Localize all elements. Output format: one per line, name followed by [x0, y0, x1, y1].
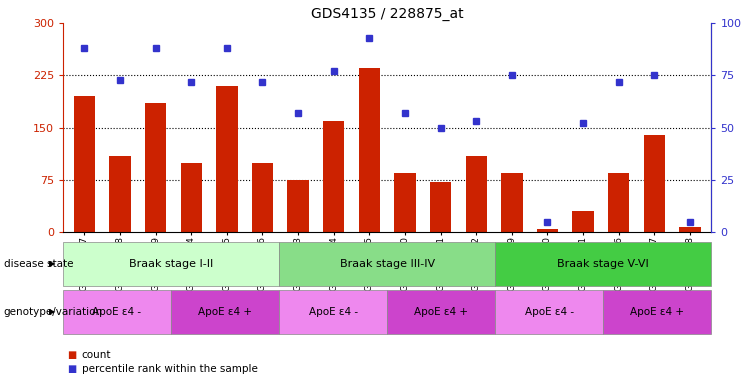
Text: ApoE ε4 +: ApoE ε4 +	[198, 307, 252, 317]
Bar	[171, 290, 279, 334]
Bar	[536, 229, 558, 232]
Bar	[252, 162, 273, 232]
Bar	[501, 173, 522, 232]
Bar	[109, 156, 130, 232]
Bar	[394, 173, 416, 232]
Text: ApoE ε4 -: ApoE ε4 -	[525, 307, 574, 317]
Bar	[359, 68, 380, 232]
Title: GDS4135 / 228875_at: GDS4135 / 228875_at	[311, 7, 463, 21]
Text: ApoE ε4 -: ApoE ε4 -	[93, 307, 142, 317]
Bar	[145, 103, 166, 232]
Text: Braak stage I-II: Braak stage I-II	[129, 259, 213, 269]
Text: percentile rank within the sample: percentile rank within the sample	[82, 364, 257, 374]
Bar	[387, 290, 495, 334]
Bar	[679, 227, 701, 232]
Bar	[323, 121, 345, 232]
Text: Braak stage III-IV: Braak stage III-IV	[339, 259, 435, 269]
Bar	[63, 290, 171, 334]
Text: ApoE ε4 +: ApoE ε4 +	[414, 307, 468, 317]
Text: count: count	[82, 350, 111, 360]
Text: ApoE ε4 -: ApoE ε4 -	[308, 307, 358, 317]
Text: ApoE ε4 +: ApoE ε4 +	[631, 307, 685, 317]
Bar	[288, 180, 309, 232]
Bar	[495, 242, 711, 286]
Bar	[216, 86, 238, 232]
Text: Braak stage V-VI: Braak stage V-VI	[557, 259, 649, 269]
Bar	[465, 156, 487, 232]
Bar	[63, 242, 279, 286]
Text: ■: ■	[67, 364, 76, 374]
Text: ▶: ▶	[49, 308, 56, 316]
Bar	[279, 290, 387, 334]
Bar	[73, 96, 95, 232]
Text: genotype/variation: genotype/variation	[4, 307, 103, 317]
Bar	[644, 135, 665, 232]
Bar	[603, 290, 711, 334]
Bar	[430, 182, 451, 232]
Bar	[495, 290, 603, 334]
Bar	[608, 173, 629, 232]
Text: ▶: ▶	[49, 260, 56, 268]
Text: disease state: disease state	[4, 259, 73, 269]
Bar	[181, 162, 202, 232]
Text: ■: ■	[67, 350, 76, 360]
Bar	[279, 242, 495, 286]
Bar	[572, 211, 594, 232]
